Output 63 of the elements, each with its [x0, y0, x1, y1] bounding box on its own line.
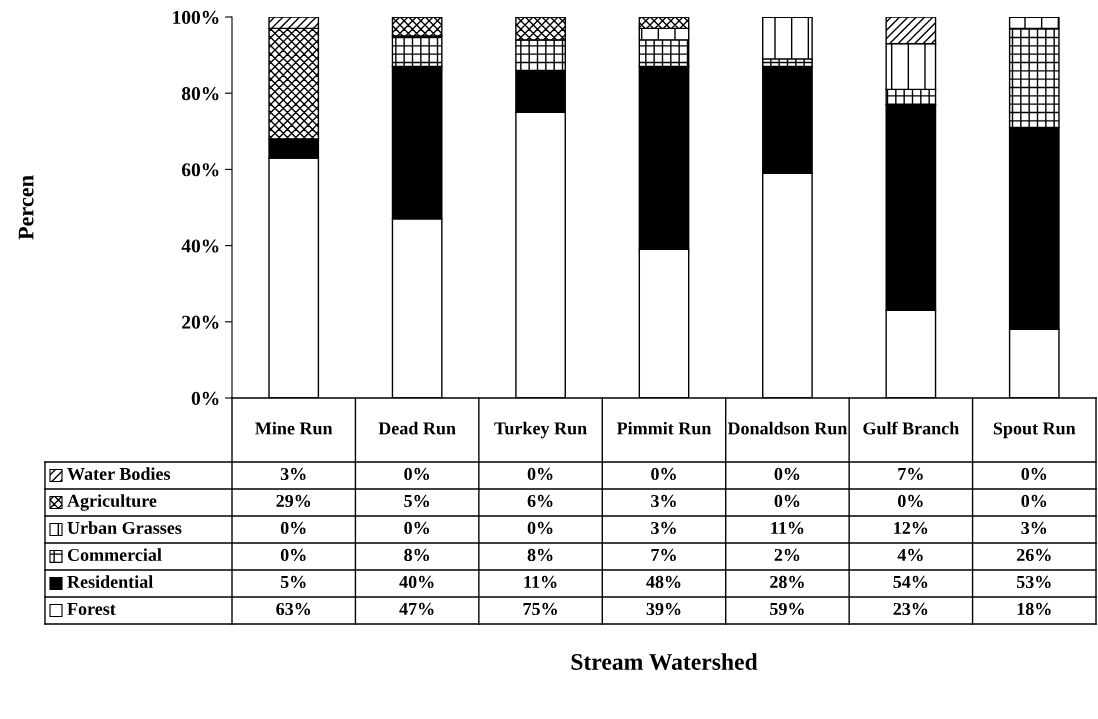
y-tick-label: 80% [181, 87, 219, 101]
data-label: 4% [897, 548, 923, 562]
legend-label: Commercial [67, 548, 162, 562]
legend-label: Residential [67, 575, 153, 589]
data-label: 7% [651, 548, 676, 562]
data-label: 0% [527, 521, 553, 535]
data-label: 0% [404, 521, 429, 535]
legend-label: Agriculture [67, 494, 157, 511]
data-label: 8% [404, 548, 429, 562]
x-tick-label: Gulf Branch [863, 421, 959, 435]
y-tick-label: 100% [173, 10, 219, 24]
text: Stream Watershed [571, 653, 758, 671]
x-tick-label: Spout Run [993, 422, 1076, 439]
data-label: 0% [1021, 467, 1047, 481]
data-label: 0% [280, 548, 306, 562]
data-label: 0% [774, 494, 800, 508]
x-tick-label: Dead Run [378, 421, 456, 435]
data-label: 59% [770, 602, 804, 616]
data-label: 48% [646, 575, 681, 589]
data-label: 2% [774, 548, 800, 562]
data-label: 0% [1021, 494, 1047, 508]
data-label: 53% [1016, 575, 1051, 589]
data-label: 12% [894, 521, 928, 535]
data-label: 3% [1021, 521, 1047, 535]
data-label: 23% [893, 602, 928, 616]
data-label: 3% [280, 467, 306, 481]
y-tick-label: 0% [191, 391, 219, 405]
data-label: 5% [404, 494, 429, 508]
data-label: 0% [527, 467, 553, 481]
legend-label: Urban Grasses [67, 521, 182, 535]
x-tick-label: Mine Run [255, 421, 333, 435]
data-label: 54% [893, 575, 928, 589]
data-label: 75% [523, 602, 557, 616]
data-label: 5% [280, 575, 306, 589]
y-tick-label: 40% [181, 239, 219, 253]
legend-label: Water Bodies [67, 467, 171, 481]
data-label: 18% [1017, 602, 1051, 616]
data-label: 39% [646, 602, 681, 616]
data-label: 28% [770, 575, 804, 589]
data-label: 29% [276, 494, 311, 508]
data-label: 0% [898, 494, 923, 508]
data-label: 8% [527, 548, 553, 562]
data-label: 11% [771, 521, 804, 535]
data-label: 26% [1016, 548, 1051, 562]
data-label: 7% [898, 467, 923, 481]
data-label: 0% [404, 467, 429, 481]
y-tick-label: 60% [181, 163, 219, 177]
data-label: 11% [524, 575, 557, 589]
data-label: 47% [399, 602, 434, 616]
data-label: 0% [651, 467, 676, 481]
text: Percen [18, 175, 34, 240]
data-label: 3% [651, 521, 676, 535]
x-tick-label: Pimmit Run [616, 421, 712, 435]
x-tick-label: Donaldson Run [727, 421, 848, 435]
data-label: 40% [399, 575, 434, 589]
data-label: 6% [527, 494, 553, 508]
data-label: 63% [276, 602, 311, 616]
legend-label: Forest [67, 603, 116, 616]
data-label: 3% [651, 494, 676, 508]
y-tick-label: 20% [182, 315, 219, 329]
data-label: 0% [774, 467, 800, 481]
data-label: 0% [280, 521, 306, 535]
x-tick-label: Turkey Run [494, 421, 587, 439]
